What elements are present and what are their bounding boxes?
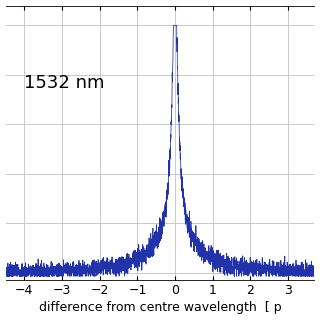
X-axis label: difference from centre wavelength  [ p: difference from centre wavelength [ p bbox=[39, 301, 281, 315]
Text: 1532 nm: 1532 nm bbox=[24, 74, 105, 92]
